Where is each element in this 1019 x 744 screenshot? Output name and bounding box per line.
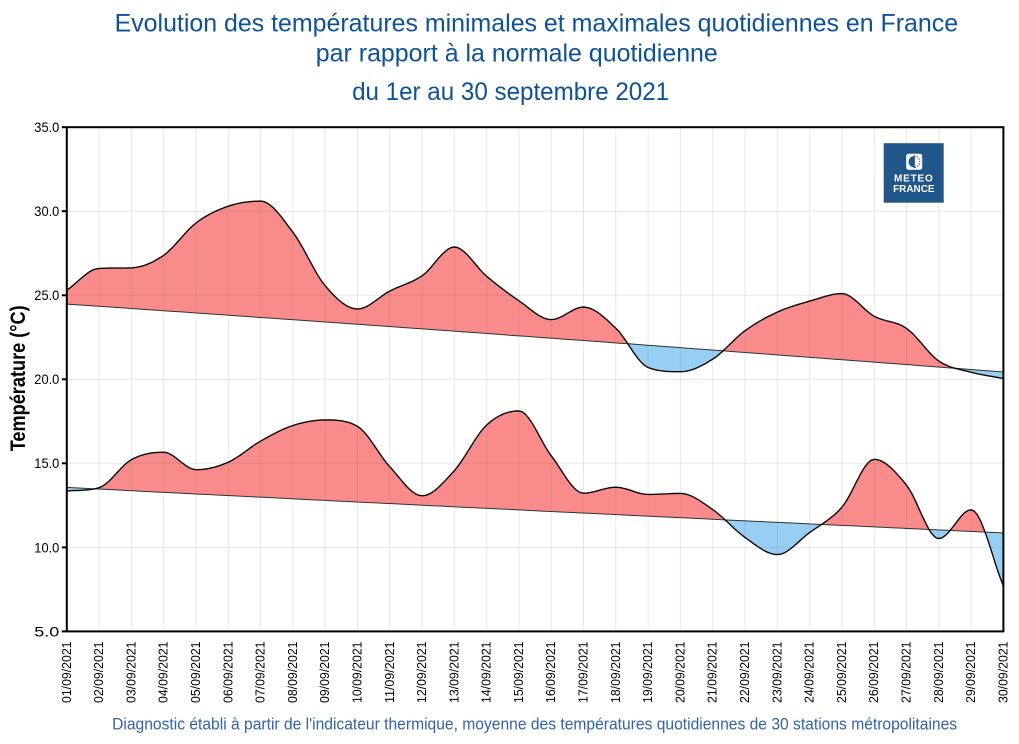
svg-text:14/09/2021: 14/09/2021	[479, 642, 494, 704]
svg-text:25/09/2021: 25/09/2021	[834, 642, 849, 704]
svg-text:22/09/2021: 22/09/2021	[737, 642, 752, 704]
svg-text:20.0: 20.0	[34, 372, 59, 388]
svg-text:12/09/2021: 12/09/2021	[414, 642, 429, 704]
svg-text:26/09/2021: 26/09/2021	[866, 642, 881, 704]
svg-text:09/09/2021: 09/09/2021	[317, 642, 332, 704]
svg-text:du 1er au 30 septembre 2021: du 1er au 30 septembre 2021	[352, 79, 669, 106]
svg-text:29/09/2021: 29/09/2021	[963, 642, 978, 704]
svg-text:15/09/2021: 15/09/2021	[511, 642, 526, 704]
svg-text:18/09/2021: 18/09/2021	[608, 642, 623, 704]
svg-text:10.0: 10.0	[34, 540, 59, 556]
svg-text:23/09/2021: 23/09/2021	[769, 642, 784, 704]
svg-text:11/09/2021: 11/09/2021	[382, 642, 397, 704]
svg-text:08/09/2021: 08/09/2021	[285, 642, 300, 704]
svg-text:27/09/2021: 27/09/2021	[899, 642, 914, 704]
svg-text:FRANCE: FRANCE	[893, 184, 935, 195]
svg-text:03/09/2021: 03/09/2021	[123, 642, 138, 704]
svg-text:19/09/2021: 19/09/2021	[640, 642, 655, 704]
svg-text:25.0: 25.0	[34, 288, 59, 304]
svg-text:01/09/2021: 01/09/2021	[59, 642, 74, 704]
svg-text:15.0: 15.0	[34, 456, 59, 472]
svg-text:35.0: 35.0	[34, 120, 59, 136]
svg-text:04/09/2021: 04/09/2021	[156, 642, 171, 704]
svg-text:06/09/2021: 06/09/2021	[220, 642, 235, 704]
svg-text:5.0: 5.0	[34, 624, 59, 640]
svg-text:Température (°C): Température (°C)	[7, 305, 30, 451]
svg-text:07/09/2021: 07/09/2021	[253, 642, 268, 704]
svg-text:METEO: METEO	[894, 174, 934, 185]
svg-text:02/09/2021: 02/09/2021	[91, 642, 106, 704]
svg-text:20/09/2021: 20/09/2021	[672, 642, 687, 704]
svg-text:21/09/2021: 21/09/2021	[705, 642, 720, 704]
svg-text:05/09/2021: 05/09/2021	[188, 642, 203, 704]
svg-text:Diagnostic établi à partir de: Diagnostic établi à partir de l'indicate…	[112, 716, 957, 734]
svg-text:30/09/2021: 30/09/2021	[995, 642, 1010, 704]
svg-text:24/09/2021: 24/09/2021	[802, 642, 817, 704]
svg-text:16/09/2021: 16/09/2021	[543, 642, 558, 704]
svg-text:Evolution des températures min: Evolution des températures minimales et …	[115, 10, 959, 38]
svg-text:17/09/2021: 17/09/2021	[576, 642, 591, 704]
svg-text:13/09/2021: 13/09/2021	[446, 642, 461, 704]
svg-text:10/09/2021: 10/09/2021	[350, 642, 365, 704]
svg-text:par rapport à la normale quoti: par rapport à la normale quotidienne	[316, 39, 718, 67]
svg-text:30.0: 30.0	[34, 204, 59, 220]
svg-text:28/09/2021: 28/09/2021	[931, 642, 946, 704]
